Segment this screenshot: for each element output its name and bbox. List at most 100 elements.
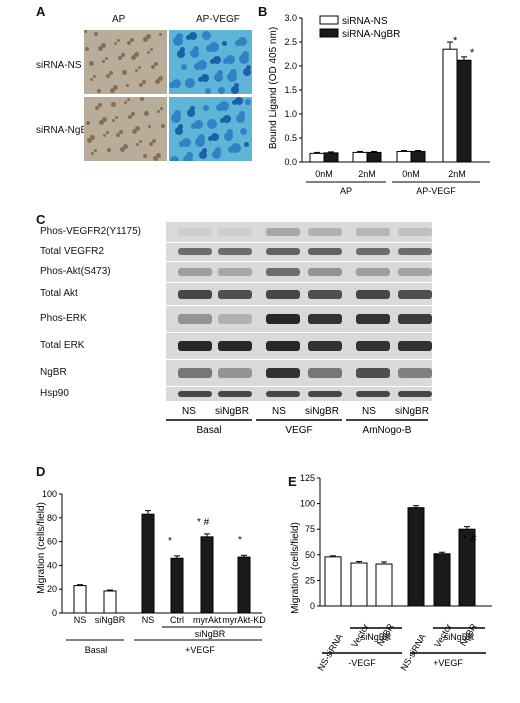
blot-lane-axis: NS siNgBR NS siNgBR NS siNgBR Basal VEGF…: [166, 406, 429, 436]
e-group-minus: -VEGF: [348, 658, 376, 668]
cell-dot: [238, 37, 247, 46]
cell-dot: [84, 30, 87, 33]
col-label-ap: AP: [112, 14, 126, 25]
cell-dot: [171, 113, 181, 123]
lane-6: siNgBR: [395, 406, 429, 417]
cell-dot: [219, 101, 229, 111]
cell-dot: [107, 148, 111, 152]
blot-band: [218, 290, 252, 299]
cell-dot: [95, 106, 99, 110]
blot-band: [266, 248, 300, 255]
cell-dot: [197, 60, 207, 70]
blot-band: [398, 290, 432, 299]
cell-dot: [132, 129, 137, 134]
blot-band: [218, 268, 252, 276]
blot-band: [178, 248, 212, 255]
d-ytick-label: 80: [47, 513, 57, 523]
blot-strip: [166, 360, 432, 386]
blot-band: [178, 290, 212, 299]
d-ytick-label: 60: [47, 537, 57, 547]
d-sub-label: siNgBR: [195, 629, 226, 639]
blot-band: [266, 268, 300, 276]
cell-dot: [212, 150, 221, 159]
lane-3: NS: [272, 406, 286, 417]
cell-dot: [244, 142, 249, 147]
cell-dot: [93, 75, 96, 78]
blot-band: [356, 228, 390, 236]
cell-dot: [106, 131, 109, 134]
legend-label-ns: siRNA-NS: [342, 16, 388, 27]
cell-dot: [239, 54, 249, 64]
cell-dot: [213, 56, 221, 64]
star-b-1: *: [453, 35, 458, 47]
cell-dot: [146, 34, 151, 39]
cell-dot: [135, 69, 138, 72]
lane-group-basal: Basal: [196, 425, 221, 436]
cell-dot: [178, 124, 183, 129]
cell-dot: [186, 35, 191, 40]
lane-group-amnogo: AmNogo-B: [363, 425, 412, 436]
cell-dot: [194, 63, 201, 70]
cell-dot: [235, 97, 243, 105]
e-sub-label-2: siNgBR: [444, 632, 475, 642]
cell-dot: [170, 156, 179, 161]
e-bar-6: [458, 528, 476, 607]
cell-dot: [205, 88, 211, 94]
b-ytick-label: 2.0: [284, 61, 297, 71]
cell-dot: [89, 61, 94, 66]
cell-dot: [199, 151, 207, 159]
cell-dot: [131, 55, 136, 60]
cell-dot: [207, 119, 217, 129]
chart-d: Migration (cells/field) 0 20 40 60 80 100 * *…: [36, 489, 266, 655]
cell-dot: [91, 152, 94, 155]
cell-dot: [179, 141, 185, 147]
cell-dot: [194, 120, 203, 129]
cell-dot: [231, 86, 239, 94]
cell-dot: [157, 110, 160, 113]
cell-dot: [90, 78, 93, 81]
cell-dot: [209, 42, 219, 52]
blot-label: Total VEGFR2: [40, 246, 104, 257]
b-ytick-label: 0.5: [284, 133, 297, 143]
cell-dot: [228, 146, 235, 153]
b-bar-ngbr-1: [323, 152, 339, 163]
d-ytick-label: 0: [52, 608, 57, 618]
blot-strip: [166, 222, 432, 242]
cell-dot: [138, 66, 141, 69]
blot-band: [178, 368, 212, 378]
chart-b-ylabel: Bound Ligand (OD 405 nm): [268, 27, 279, 149]
cell-dot: [158, 76, 163, 81]
blot-band: [266, 368, 300, 378]
cell-dot: [94, 32, 98, 36]
blot-strip: [166, 333, 432, 359]
e-bar-3: [375, 563, 393, 607]
cell-dot: [101, 43, 106, 48]
cell-dot: [103, 134, 106, 137]
cell-dot: [234, 83, 239, 88]
cell-dot: [177, 50, 185, 58]
blot-strip: [166, 262, 432, 282]
b-group-vegf: AP-VEGF: [416, 186, 456, 196]
cell-dot: [159, 33, 162, 36]
blot-band: [266, 391, 300, 397]
cell-dot: [135, 126, 140, 131]
b-bar-ns-2: [352, 151, 368, 163]
b-bar-ngbr-3: [410, 150, 426, 163]
cell-dot: [98, 103, 102, 107]
lane-group-vegf: VEGF: [285, 425, 312, 436]
b-xtick-2: 2nM: [358, 169, 376, 179]
micrograph-vegf-ns: [169, 30, 252, 94]
d-ytick-label: 40: [47, 560, 57, 570]
cell-dot: [124, 101, 127, 104]
cell-dot: [214, 73, 223, 82]
cell-dot: [109, 71, 113, 75]
e-ytick-label: 50: [305, 550, 315, 560]
lane-4: siNgBR: [305, 406, 339, 417]
blot-band: [308, 368, 342, 378]
cell-dot: [161, 124, 165, 128]
d-xtick-1: NS: [74, 615, 87, 625]
b-ytick-label: 1.5: [284, 85, 297, 95]
cell-dot: [172, 79, 181, 88]
legend-swatch-ns: [319, 15, 339, 25]
row-label-sirna-ns: siRNA-NS: [36, 60, 82, 71]
